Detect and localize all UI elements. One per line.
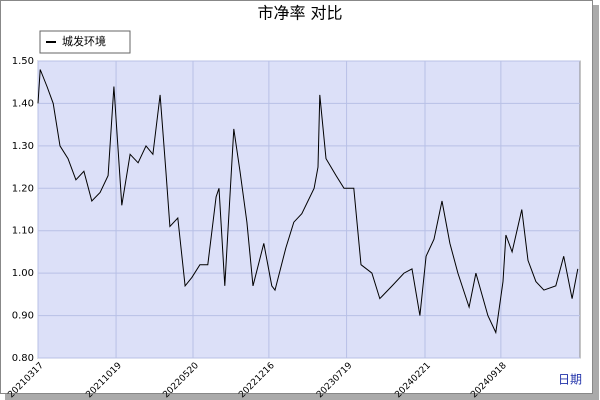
chart-title: 市净率 对比: [257, 4, 342, 23]
shadow: [593, 5, 599, 399]
y-tick-label: 1.50: [12, 56, 34, 67]
y-tick-label: 1.40: [12, 98, 34, 109]
x-axis-label: 日期: [558, 373, 582, 387]
line-series: [37, 69, 579, 335]
legend-box: [39, 30, 131, 54]
y-tick-label: 1.10: [12, 226, 34, 237]
y-tick-label: 1.20: [12, 183, 34, 194]
legend-label: 城发环境: [62, 34, 106, 48]
y-tick-label: 1.00: [12, 268, 34, 279]
y-tick-label: 0.80: [12, 353, 34, 364]
y-tick-label: 1.30: [12, 141, 34, 152]
plot-area: [37, 60, 581, 359]
shadow: [5, 394, 599, 400]
y-tick-label: 0.90: [12, 311, 34, 322]
